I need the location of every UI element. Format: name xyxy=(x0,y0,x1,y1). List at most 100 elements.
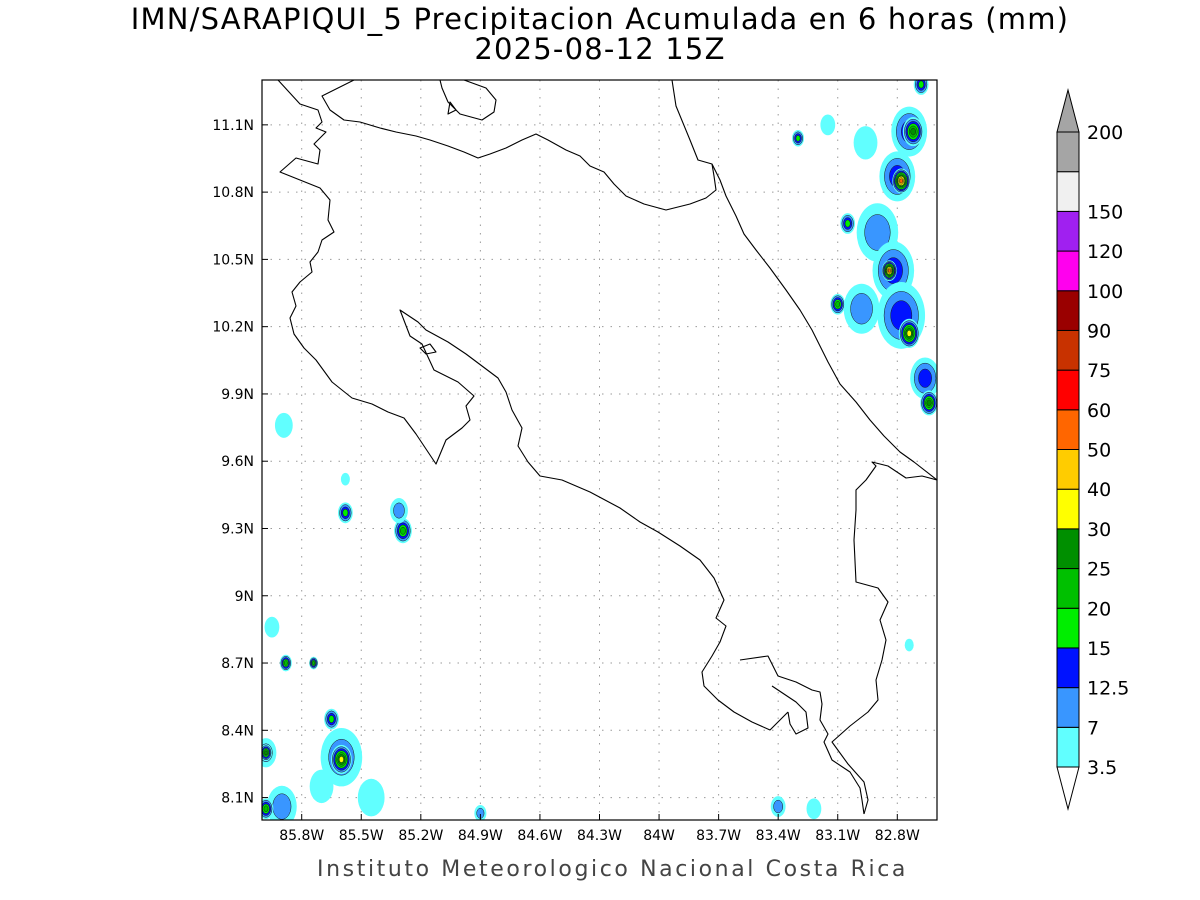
precip-contour-level xyxy=(773,799,784,814)
precip-cell xyxy=(340,472,350,486)
precip-contour-level xyxy=(864,214,891,251)
colorbar-level-label: 120 xyxy=(1087,241,1123,263)
lat-tick-label: 8.7N xyxy=(221,656,254,672)
lat-tick-label: 11.1N xyxy=(212,118,254,134)
colorbar-swatch xyxy=(1056,210,1080,252)
lat-tick-label: 10.8N xyxy=(212,185,254,201)
colorbar-swatch xyxy=(1056,726,1080,768)
precip-contour-level xyxy=(283,660,288,666)
precip-cell xyxy=(892,168,911,194)
precip-cell xyxy=(262,744,272,762)
colorbar-swatch xyxy=(1056,250,1080,292)
precip-cell xyxy=(309,769,334,804)
precip-contour-level xyxy=(820,114,836,136)
colorbar-level-label: 150 xyxy=(1087,201,1123,223)
precip-contour-level xyxy=(904,638,914,652)
colorbar-low-arrow xyxy=(1056,766,1080,811)
colorbar-swatch xyxy=(1056,528,1080,570)
lon-tick-label: 84W xyxy=(643,828,675,844)
precip-cell xyxy=(898,318,920,348)
precip-cell xyxy=(331,744,352,775)
precip-cell xyxy=(357,778,385,817)
precip-contour-level xyxy=(795,135,801,142)
precip-cell xyxy=(324,708,339,730)
precip-contour-level xyxy=(400,526,406,535)
colorbar-level-label: 30 xyxy=(1087,519,1111,541)
lat-tick-label: 9.3N xyxy=(221,521,254,537)
precipitation-field xyxy=(262,80,937,820)
colorbar-swatch xyxy=(1056,409,1080,450)
precip-cell xyxy=(881,260,897,282)
precip-cell xyxy=(902,116,924,147)
lat-tick-label: 8.4N xyxy=(221,723,254,739)
precip-contour-level xyxy=(926,399,932,407)
plot-background xyxy=(262,80,937,820)
lon-tick-label: 84.3W xyxy=(577,828,622,844)
precip-contour-level xyxy=(887,268,891,273)
lat-tick-label: 9N xyxy=(235,589,254,605)
colorbar-level-label: 15 xyxy=(1087,638,1111,660)
colorbar-swatch xyxy=(1056,687,1080,728)
colorbar-level-label: 100 xyxy=(1087,281,1123,303)
precip-cell xyxy=(843,283,880,334)
colorbar-swatch xyxy=(1056,488,1080,530)
colorbar-level-label: 200 xyxy=(1087,122,1123,144)
precip-contour-level xyxy=(309,769,334,804)
colorbar-level-label: 60 xyxy=(1087,400,1111,422)
precip-contour-level xyxy=(918,368,932,388)
precip-cell xyxy=(770,796,786,817)
colorbar-swatch xyxy=(1056,647,1080,689)
precip-cell xyxy=(910,357,937,400)
precip-cell xyxy=(266,785,297,820)
lon-tick-label: 84.9W xyxy=(458,828,503,844)
precip-contour-level xyxy=(835,300,841,308)
precip-contour-level xyxy=(342,508,349,517)
precip-cell xyxy=(264,616,280,638)
lon-tick-label: 83.1W xyxy=(815,828,860,844)
precip-contour-level xyxy=(844,219,851,228)
precip-contour-level xyxy=(910,127,916,136)
colorbar-level-label: 3.5 xyxy=(1087,757,1117,779)
precip-contour-level xyxy=(850,293,873,325)
colorbar-level-label: 20 xyxy=(1087,598,1111,620)
colorbar-level-label: 25 xyxy=(1087,559,1111,581)
lon-tick-label: 85.5W xyxy=(339,828,384,844)
colorbar-level-label: 40 xyxy=(1087,479,1111,501)
precip-cell xyxy=(274,412,293,438)
lon-tick-label: 85.8W xyxy=(279,828,324,844)
colorbar-swatch xyxy=(1056,568,1080,609)
precip-contour-level xyxy=(899,178,904,184)
precip-cell xyxy=(830,293,846,315)
colorbar-swatch xyxy=(1056,290,1080,331)
lon-tick-label: 82.8W xyxy=(875,828,920,844)
colorbar-legend: 3.5 7 12.5 15 20 25 30 40 50 60 75 90 100 120 150 200 xyxy=(1056,88,1129,811)
precip-cell xyxy=(913,80,929,95)
lon-tick-label: 83.4W xyxy=(756,828,801,844)
footer-credit: Instituto Meteorologico Nacional Costa R… xyxy=(317,857,908,882)
nicaragua-lake-shore-north xyxy=(439,80,497,121)
colorbar-level-label: 90 xyxy=(1087,320,1111,342)
chart-title: IMN/SARAPIQUI_5 Precipitacion Acumulada … xyxy=(130,2,1070,36)
osa-peninsula-coastline xyxy=(739,655,865,815)
precip-cell xyxy=(394,518,412,544)
precip-cell xyxy=(904,638,914,652)
nicaragua-lake-shore xyxy=(321,80,717,211)
precip-cell xyxy=(853,126,878,160)
precip-cell xyxy=(337,502,353,524)
precip-cell xyxy=(390,498,408,524)
precip-contour-level xyxy=(357,778,385,817)
precip-contour-level xyxy=(906,330,912,337)
colorbar-level-label: 12.5 xyxy=(1087,678,1129,700)
precip-contour-level xyxy=(853,126,878,160)
colorbar-high-arrow xyxy=(1056,88,1080,133)
precip-contour-level xyxy=(274,412,293,438)
lon-tick-label: 84.6W xyxy=(517,828,562,844)
lon-tick-label: 83.7W xyxy=(696,828,741,844)
lat-tick-label: 9.6N xyxy=(221,454,254,470)
precip-contour-level xyxy=(263,805,269,813)
precip-cell xyxy=(820,114,836,136)
precip-contour-level xyxy=(340,472,350,486)
lat-tick-label: 10.5N xyxy=(212,252,254,268)
precip-cell xyxy=(474,804,487,820)
